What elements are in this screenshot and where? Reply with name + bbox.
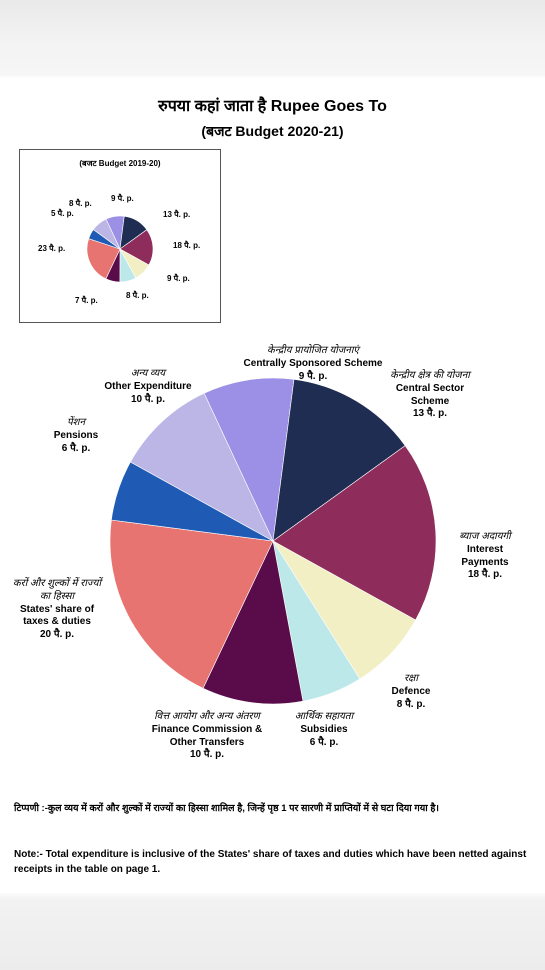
note-hindi: टिप्पणी :-कुल व्यय में करों और शुल्कों म…: [14, 803, 439, 814]
label-centrally-sponsored: केन्द्रीय प्रायोजित योजनाएं Centrally Spo…: [243, 345, 383, 382]
label-central-sector: केन्द्रीय क्षेत्र की योजना Central Sector…: [390, 370, 470, 420]
page-title: रुपया कहां जाता है Rupee Goes To: [158, 98, 387, 115]
label-states-share: करों और शुल्कों में राज्यों का हिस्सा Sta…: [12, 578, 102, 641]
label-finance-commission: वित्त आयोग और अन्य अंतरण Finance Commissi…: [151, 711, 263, 761]
inset-label: 5 पै. p.: [51, 209, 74, 218]
inset-pie-slice-6: [86, 238, 121, 280]
main-pie-slice-8: [130, 392, 274, 542]
label-other-expenditure: अन्य व्यय Other Expenditure 10 पै. p.: [104, 368, 192, 405]
note-english: Note:- Total expenditure is inclusive of…: [14, 849, 527, 875]
inset-label: 9 पै. p.: [111, 194, 134, 203]
label-interest: ब्याज अदायगी Interest Payments 18 पै. p.: [459, 531, 511, 581]
inset-label: 18 पै. p.: [173, 241, 201, 250]
main-pie-slice-0: [203, 377, 295, 543]
label-defence: रक्षा Defence 8 पै. p.: [391, 673, 431, 710]
inset-label: 7 पै. p.: [75, 296, 98, 305]
label-pensions: पेंशन Pensions 6 पै. p.: [53, 417, 99, 454]
main-pie-slice-5: [202, 540, 304, 705]
main-pie-slice-6: [109, 519, 274, 689]
page-subtitle: (बजट Budget 2020-21): [201, 123, 344, 139]
inset-label: 23 पै. p.: [38, 244, 66, 253]
label-subsidies: आर्थिक सहायता Subsidies 6 पै. p.: [294, 711, 354, 748]
inset-label: 9 पै. p.: [167, 274, 190, 283]
inset-label: 13 पै. p.: [163, 210, 191, 219]
inset-label: 8 पै. p.: [126, 291, 149, 300]
main-pie-slice-1: [272, 379, 406, 542]
inset-pie-slice-8: [92, 218, 121, 250]
inset-title: (बजट Budget 2019-20): [79, 159, 161, 168]
main-pie-slice-2: [272, 445, 437, 621]
inset-label: 8 पै. p.: [69, 199, 92, 208]
